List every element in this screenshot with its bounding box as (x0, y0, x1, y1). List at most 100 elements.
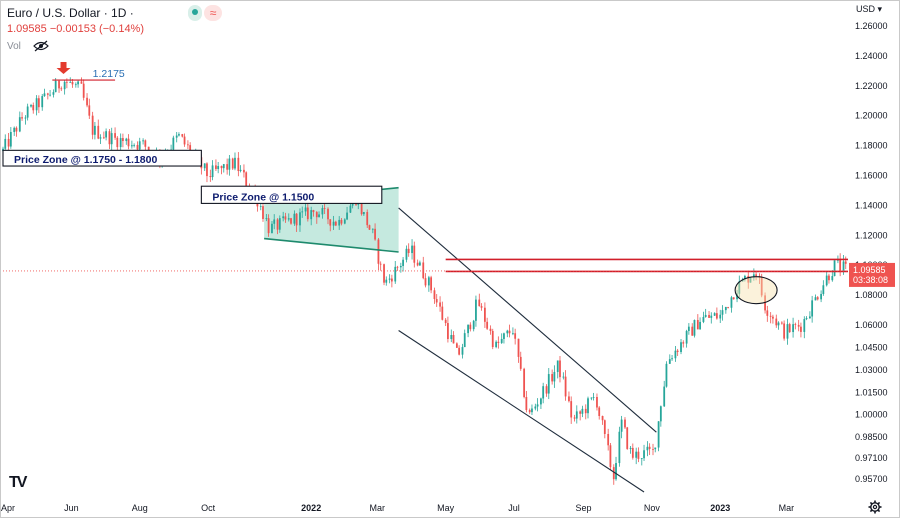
candle-body[interactable] (116, 137, 119, 148)
candle-body[interactable] (483, 307, 486, 322)
candle-body[interactable] (374, 228, 376, 240)
candle-body[interactable] (519, 356, 522, 369)
candle-body[interactable] (696, 319, 699, 330)
candle-body[interactable] (321, 208, 324, 215)
candle-body[interactable] (130, 145, 133, 147)
candle-body[interactable] (37, 98, 40, 108)
candle-body[interactable] (769, 315, 772, 317)
candle-body[interactable] (760, 277, 763, 296)
candle-body[interactable] (682, 342, 685, 344)
candle-body[interactable] (418, 262, 421, 266)
candle-body[interactable] (209, 176, 212, 178)
candle-body[interactable] (183, 136, 186, 145)
candle-body[interactable] (727, 306, 729, 308)
candle-body[interactable] (349, 205, 352, 213)
candle-body[interactable] (805, 318, 808, 320)
candle-body[interactable] (570, 401, 573, 418)
candle-body[interactable] (278, 218, 281, 230)
candle-body[interactable] (366, 212, 369, 226)
candle-body[interactable] (312, 210, 315, 213)
candle-body[interactable] (49, 94, 51, 96)
candle-body[interactable] (508, 330, 511, 334)
candle-body[interactable] (800, 326, 802, 332)
candle-body[interactable] (786, 324, 789, 339)
candle-body[interactable] (228, 158, 231, 170)
candle-body[interactable] (102, 137, 105, 139)
candle-body[interactable] (710, 315, 713, 318)
candle-body[interactable] (450, 335, 453, 340)
candle-body[interactable] (181, 134, 184, 137)
candle-body[interactable] (598, 407, 601, 416)
candle-body[interactable] (69, 82, 72, 83)
candle-body[interactable] (822, 285, 825, 294)
candle-body[interactable] (220, 166, 223, 169)
candle-body[interactable] (323, 208, 326, 209)
candle-body[interactable] (665, 363, 668, 387)
candle-body[interactable] (584, 408, 587, 414)
candle-body[interactable] (671, 358, 673, 360)
candle-body[interactable] (475, 299, 477, 321)
candle-body[interactable] (587, 398, 589, 414)
hide-eye-icon[interactable] (33, 40, 49, 52)
candle-body[interactable] (676, 350, 679, 353)
candle-body[interactable] (534, 406, 537, 409)
candle-body[interactable] (441, 306, 444, 320)
candle-body[interactable] (687, 326, 690, 331)
candle-body[interactable] (108, 131, 111, 145)
candle-body[interactable] (775, 318, 778, 326)
candle-body[interactable] (811, 300, 814, 317)
channel-upper-line[interactable] (398, 207, 657, 433)
candle-body[interactable] (360, 200, 363, 215)
candle-body[interactable] (478, 299, 481, 307)
candle-body[interactable] (24, 117, 27, 119)
candle-body[interactable] (772, 316, 774, 319)
settings-gear-icon[interactable] (868, 500, 882, 514)
candle-body[interactable] (523, 368, 526, 398)
candle-body[interactable] (226, 164, 229, 170)
candle-body[interactable] (635, 451, 638, 458)
candle-body[interactable] (411, 245, 413, 254)
candle-body[interactable] (839, 259, 842, 271)
candle-body[interactable] (463, 333, 466, 348)
candle-body[interactable] (715, 313, 718, 319)
candle-body[interactable] (74, 84, 77, 86)
candle-body[interactable] (503, 333, 505, 339)
candle-body[interactable] (15, 127, 18, 132)
candle-body[interactable] (648, 446, 651, 449)
candle-body[interactable] (780, 322, 783, 324)
candle-body[interactable] (71, 82, 74, 85)
candle-body[interactable] (480, 306, 483, 308)
candle-body[interactable] (189, 145, 192, 155)
candle-body[interactable] (206, 163, 208, 177)
candle-body[interactable] (766, 310, 769, 316)
price-zone-1-box[interactable] (2, 149, 202, 167)
candle-body[interactable] (542, 386, 545, 399)
candle-body[interactable] (86, 97, 88, 106)
candle-body[interactable] (458, 347, 461, 355)
candle-body[interactable] (315, 212, 318, 218)
candle-body[interactable] (271, 223, 273, 234)
candle-body[interactable] (609, 445, 612, 468)
candle-body[interactable] (564, 376, 567, 397)
candle-body[interactable] (211, 165, 214, 178)
candle-body[interactable] (88, 105, 91, 116)
candle-body[interactable] (13, 127, 16, 133)
candle-body[interactable] (444, 319, 447, 324)
candle-body[interactable] (127, 138, 130, 147)
candle-body[interactable] (385, 279, 388, 283)
candle-body[interactable] (21, 117, 23, 119)
candle-body[interactable] (646, 446, 649, 451)
candle-body[interactable] (114, 133, 116, 138)
candle-body[interactable] (346, 212, 348, 220)
candle-body[interactable] (54, 80, 57, 93)
candle-body[interactable] (581, 408, 584, 414)
candle-body[interactable] (556, 360, 559, 372)
candle-body[interactable] (631, 447, 634, 458)
candle-body[interactable] (814, 297, 817, 301)
candle-body[interactable] (693, 319, 696, 336)
candle-body[interactable] (601, 415, 604, 421)
candle-body[interactable] (203, 163, 206, 169)
candle-body[interactable] (119, 138, 122, 148)
candle-body[interactable] (512, 333, 514, 335)
candle-body[interactable] (447, 323, 449, 340)
